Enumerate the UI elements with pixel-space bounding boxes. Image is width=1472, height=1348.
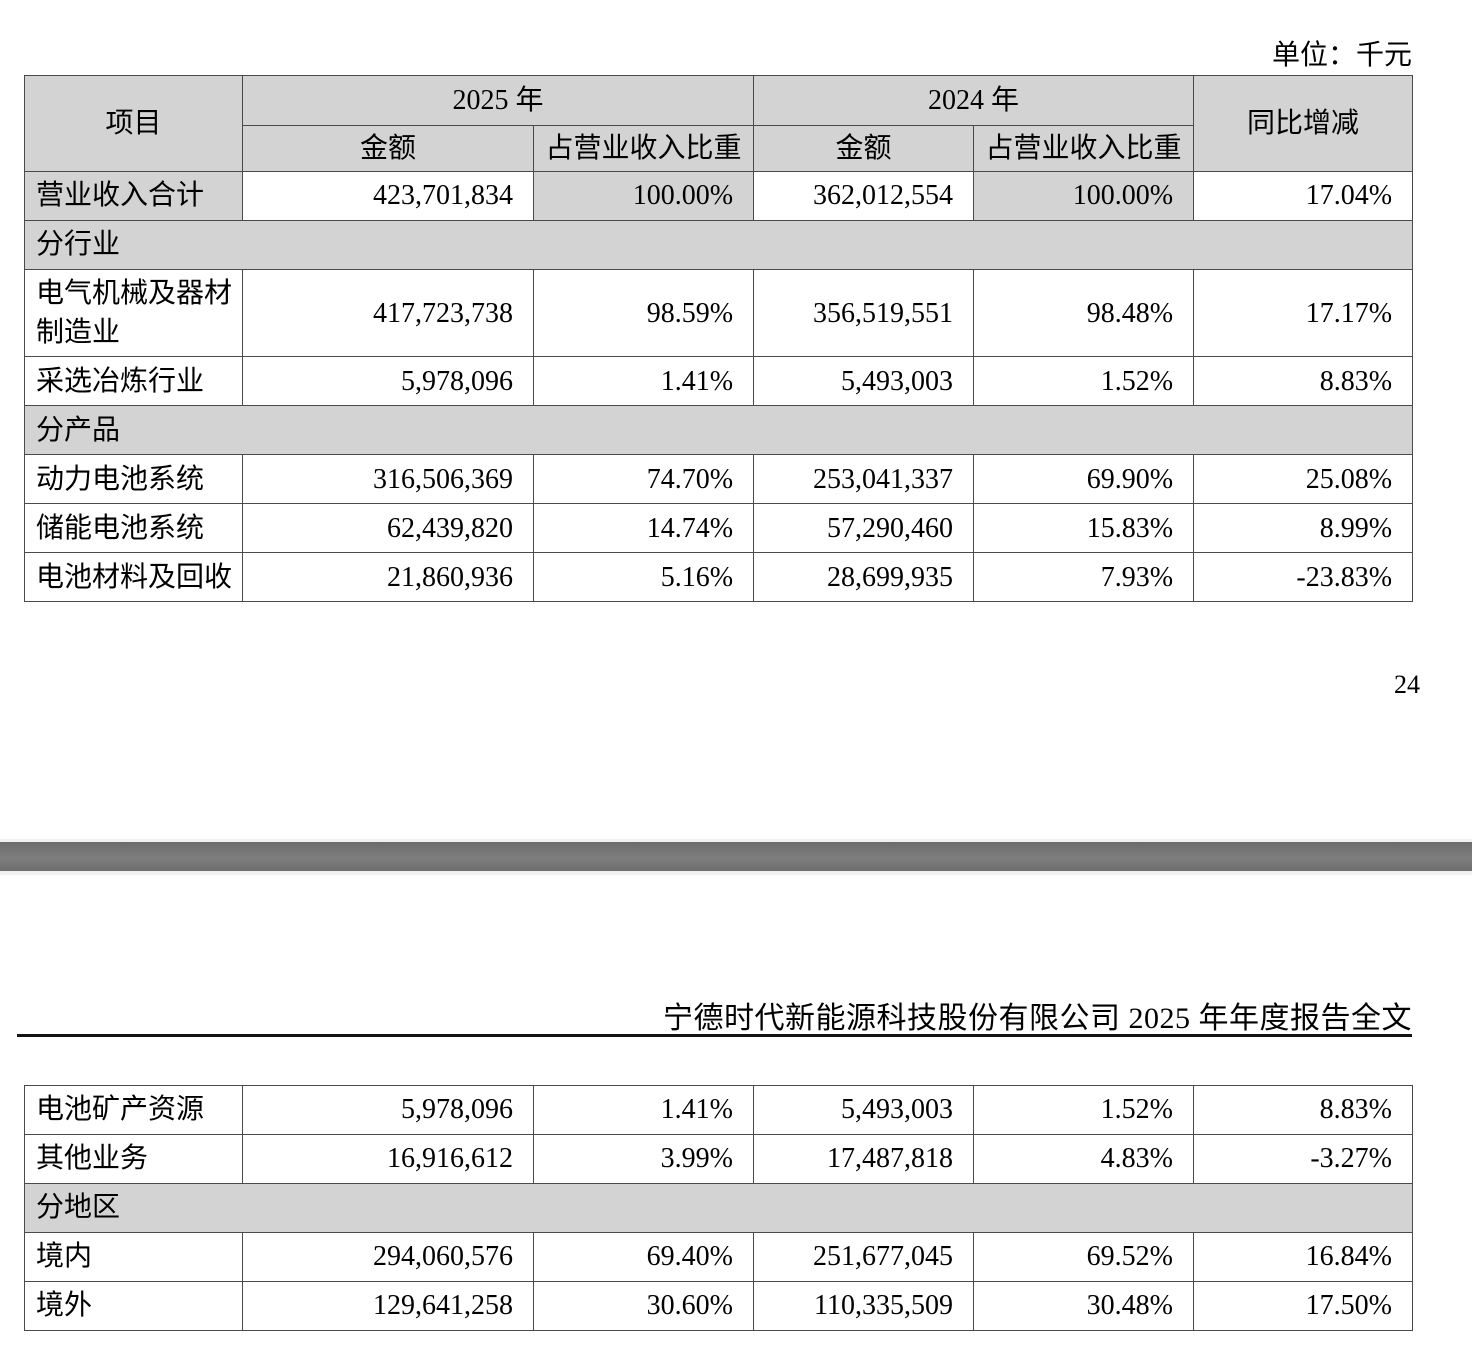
table-row: 其他业务 16,916,612 3.99% 17,487,818 4.83% -3.27% [24,1134,1413,1184]
section-label: 分行业 [23,220,1414,270]
page-number: 24 [1394,670,1420,699]
cell-share-2025: 3.99% [533,1134,754,1184]
table-row: 境外 129,641,258 30.60% 110,335,509 30.48% 17.5… [24,1281,1413,1331]
table-row: 电池材料及回收 21,860,936 5.16% 28,699,935 7.93% -23… [24,552,1414,603]
cell-amount-2025: 316,506,369 [242,454,534,505]
cell-yoy: 8.83% [1193,1085,1413,1135]
cell-amount-2024: 251,677,045 [753,1232,974,1282]
table-header-row-years: 项目 2025 年 2024 年 同比增减 [24,75,1414,172]
cell-item-label: 采选冶炼行业 [24,356,243,407]
cell-yoy: 8.83% [1193,356,1414,407]
cell-item-label: 营业收入合计 [24,171,243,221]
cell-amount-2024: 362,012,554 [753,171,975,221]
cell-share-2024: 1.52% [973,1085,1194,1135]
cell-share-2025: 74.70% [532,454,755,505]
revenue-breakdown-table-continued: 电池矿产资源 5,978,096 1.41% 5,493,003 1.52% 8.83% 其… [24,1085,1413,1331]
cell-share-2024: 98.48% [973,268,1195,358]
title-rule [17,1034,1412,1037]
cell-share-2025: 5.16% [532,552,755,603]
cell-share-2024: 15.83% [973,503,1195,554]
cell-amount-2024: 110,335,509 [753,1281,974,1331]
cell-share-2025: 69.40% [533,1232,754,1282]
cell-item-label: 储能电池系统 [24,503,243,554]
cell-amount-2025: 129,641,258 [242,1281,534,1331]
section-row: 分行业 [23,220,1414,270]
section-label: 分地区 [24,1183,1413,1233]
cell-amount-2025: 21,860,936 [242,552,534,603]
table-header-row-measures: 金额 占营业收入比重 金额 占营业收入比重 [25,125,1413,172]
cell-share-2025: 14.74% [532,503,755,554]
cell-share-2024: 1.52% [973,356,1195,407]
cell-share-2025: 30.60% [533,1281,754,1331]
header-share-2024: 占营业收入比重 [973,125,1195,172]
cell-amount-2025: 417,723,738 [242,268,534,358]
cell-share-2024: 69.52% [973,1232,1194,1282]
cell-share-2025: 100.00% [532,171,755,221]
cell-item-label: 境内 [24,1232,243,1282]
section-row: 分产品 [23,405,1414,456]
cell-share-2025: 98.59% [532,268,755,358]
cell-amount-2024: 356,519,551 [753,268,975,358]
header-amount-2025: 金额 [242,125,534,172]
header-share-2025: 占营业收入比重 [532,125,755,172]
cell-item-label: 境外 [24,1281,243,1331]
header-yoy: 同比增减 [1193,75,1414,172]
cell-item-label: 其他业务 [24,1134,243,1184]
report-page-24: 单位：千元 项目 2025 年 2024 年 同比增减 金额 占营业收入比重 金… [23,40,1420,699]
cell-yoy: -3.27% [1193,1134,1413,1184]
table-row: 营业收入合计 423,701,834 100.00% 362,012,554 100.0… [24,171,1414,221]
page-gap-strip [0,839,1472,842]
cell-amount-2024: 253,041,337 [753,454,975,505]
table-row: 电池矿产资源 5,978,096 1.41% 5,493,003 1.52% 8.83% [24,1085,1413,1135]
page-divider-bar [0,842,1472,871]
cell-share-2025: 1.41% [532,356,755,407]
cell-amount-2024: 17,487,818 [753,1134,974,1184]
table-header: 项目 2025 年 2024 年 同比增减 金额 占营业收入比重 金额 占营业收… [24,75,1414,172]
cell-yoy: 17.04% [1193,171,1414,221]
cell-amount-2025: 16,916,612 [242,1134,534,1184]
table-row: 采选冶炼行业 5,978,096 1.41% 5,493,003 1.52% 8.83% [24,356,1414,407]
section-label: 分产品 [23,405,1414,456]
cell-item-label: 电池矿产资源 [24,1085,243,1135]
cell-amount-2024: 28,699,935 [753,552,975,603]
cell-item-label: 动力电池系统 [24,454,243,505]
cell-amount-2024: 5,493,003 [753,1085,974,1135]
header-year-2024: 2024 年 [753,75,1195,126]
cell-item-label: 电气机械及器材制造业 [24,268,243,358]
cell-share-2024: 69.90% [973,454,1195,505]
cell-share-2024: 7.93% [973,552,1195,603]
cell-yoy: 25.08% [1193,454,1414,505]
table-row: 电气机械及器材制造业 417,723,738 98.59% 356,519,551 98… [24,268,1414,358]
cell-share-2024: 4.83% [973,1134,1194,1184]
cell-yoy: 17.17% [1193,268,1414,358]
cell-share-2024: 30.48% [973,1281,1194,1331]
cell-amount-2025: 5,978,096 [242,1085,534,1135]
cell-share-2025: 1.41% [533,1085,754,1135]
table-row: 储能电池系统 62,439,820 14.74% 57,290,460 15.83% 8.… [24,503,1414,554]
cell-amount-2025: 423,701,834 [242,171,534,221]
cell-share-2024: 100.00% [973,171,1195,221]
unit-label: 单位：千元 [1271,40,1412,71]
revenue-breakdown-table-top: 项目 2025 年 2024 年 同比增减 金额 占营业收入比重 金额 占营业收… [23,75,1414,603]
cell-yoy: 8.99% [1193,503,1414,554]
cell-amount-2024: 5,493,003 [753,356,975,407]
cell-amount-2025: 5,978,096 [242,356,534,407]
header-year-2025: 2025 年 [241,75,755,126]
cell-amount-2025: 294,060,576 [242,1232,534,1282]
page-gap-strip [0,871,1472,875]
cell-amount-2024: 57,290,460 [753,503,975,554]
section-row: 分地区 [24,1183,1413,1233]
table-row: 动力电池系统 316,506,369 74.70% 253,041,337 69.90%… [24,454,1414,505]
cell-yoy: 17.50% [1193,1281,1413,1331]
cell-yoy: 16.84% [1193,1232,1413,1282]
cell-yoy: -23.83% [1193,552,1414,603]
cell-amount-2025: 62,439,820 [242,503,534,554]
header-item: 项目 [24,75,243,172]
cell-item-label: 电池材料及回收 [24,552,243,603]
report-title: 宁德时代新能源科技股份有限公司 2025 年年度报告全文 [663,1002,1412,1035]
table-row: 境内 294,060,576 69.40% 251,677,045 69.52% 16.8… [24,1232,1413,1282]
header-amount-2024: 金额 [753,125,975,172]
